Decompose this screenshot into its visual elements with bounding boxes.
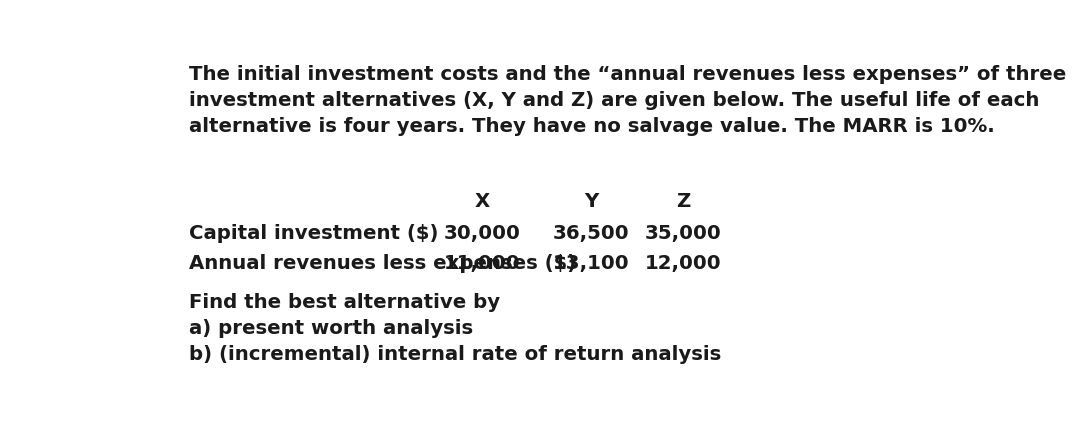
Text: Z: Z [676,192,690,212]
Text: Annual revenues less expenses ($): Annual revenues less expenses ($) [189,254,577,273]
Text: 12,000: 12,000 [645,254,721,273]
Text: Capital investment ($): Capital investment ($) [189,224,438,243]
Text: The initial investment costs and the “annual revenues less expenses” of three
in: The initial investment costs and the “an… [189,66,1067,136]
Text: Find the best alternative by
a) present worth analysis
b) (incremental) internal: Find the best alternative by a) present … [189,294,721,364]
Text: 36,500: 36,500 [553,224,630,243]
Text: 35,000: 35,000 [645,224,721,243]
Text: 30,000: 30,000 [444,224,521,243]
Text: X: X [475,192,490,212]
Text: 11,000: 11,000 [444,254,521,273]
Text: Y: Y [584,192,598,212]
Text: 13,100: 13,100 [553,254,630,273]
